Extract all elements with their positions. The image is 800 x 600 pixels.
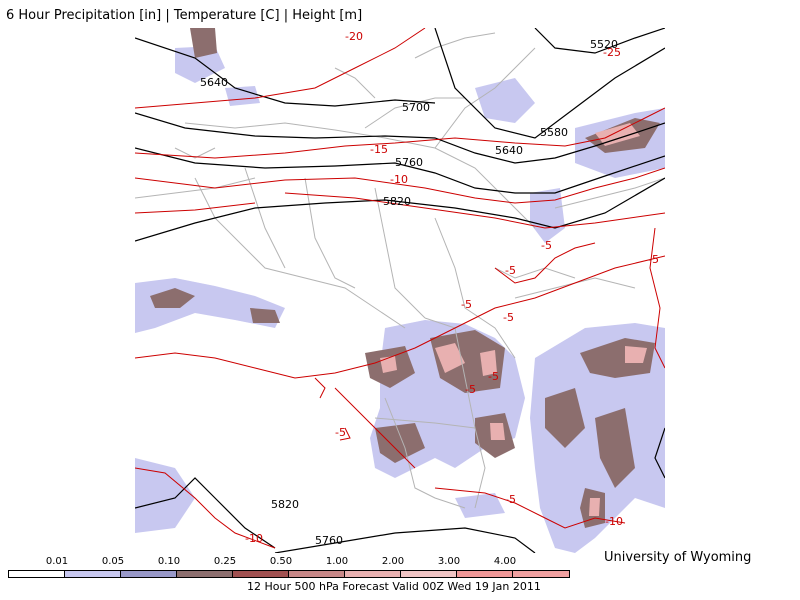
temp-label: -5 — [648, 253, 659, 266]
temp-label: -5 — [488, 370, 499, 383]
country-borders — [135, 32, 665, 509]
height-labels: 5640 5700 5760 5820 5580 5640 5520 5820 … — [200, 38, 618, 547]
color-scale-swatch — [289, 571, 345, 577]
scale-tick-label: 3.00 — [437, 556, 461, 567]
temp-label: -5 — [335, 426, 346, 439]
height-label: 5640 — [495, 144, 523, 157]
scale-labels: 0.01 0.05 0.10 0.25 0.50 1.00 2.00 3.00 … — [0, 556, 800, 570]
scale-tick-label: 0.25 — [213, 556, 237, 567]
temp-label: -5 — [505, 493, 516, 506]
color-scale-swatch — [345, 571, 401, 577]
forecast-footer: 12 Hour 500 hPa Forecast Valid 00Z Wed 1… — [247, 580, 541, 593]
temp-label: -15 — [370, 143, 388, 156]
height-label: 5640 — [200, 76, 228, 89]
color-scale-swatch — [233, 571, 289, 577]
scale-tick-label: 0.10 — [157, 556, 181, 567]
height-label: 5700 — [402, 101, 430, 114]
map-title: 6 Hour Precipitation [in] | Temperature … — [6, 8, 363, 23]
scale-tick-label: 4.00 — [493, 556, 517, 567]
color-scale-swatch — [9, 571, 65, 577]
temp-label: -5 — [505, 264, 516, 277]
height-label: 5820 — [383, 195, 411, 208]
color-scale-swatch — [177, 571, 233, 577]
scale-tick-label: 1.00 — [325, 556, 349, 567]
precip-pink-cores — [380, 123, 647, 516]
color-scale-swatch — [457, 571, 513, 577]
color-scale-bar — [8, 570, 570, 578]
temp-label: -5 — [541, 239, 552, 252]
temp-label: -20 — [345, 30, 363, 43]
weather-map: 5640 5700 5760 5820 5580 5640 5520 5820 … — [135, 28, 665, 553]
color-scale-swatch — [513, 571, 569, 577]
height-label: 5520 — [590, 38, 618, 51]
height-label: 5580 — [540, 126, 568, 139]
temp-label: -25 — [603, 46, 621, 59]
temperature-contours — [135, 28, 665, 549]
height-contours — [135, 28, 665, 553]
color-scale-swatch — [65, 571, 121, 577]
temp-label: -5 — [503, 311, 514, 324]
color-scale-swatch — [401, 571, 457, 577]
height-label: 5760 — [315, 534, 343, 547]
credit-text: University of Wyoming — [604, 550, 752, 565]
scale-tick-label: 0.05 — [101, 556, 125, 567]
temp-label: -10 — [605, 515, 623, 528]
scale-tick-label: 0.50 — [269, 556, 293, 567]
temp-label: -10 — [390, 173, 408, 186]
height-label: 5760 — [395, 156, 423, 169]
temp-label: -5 — [465, 383, 476, 396]
temp-label: -5 — [461, 298, 472, 311]
temperature-labels: -20 -25 -15 -10 -5 -5 -5 -5 -5 -5 -5 -5 … — [245, 30, 659, 545]
color-scale-swatch — [121, 571, 177, 577]
height-label: 5820 — [271, 498, 299, 511]
scale-tick-label: 0.01 — [45, 556, 69, 567]
scale-tick-label: 2.00 — [381, 556, 405, 567]
temp-label: -10 — [245, 532, 263, 545]
